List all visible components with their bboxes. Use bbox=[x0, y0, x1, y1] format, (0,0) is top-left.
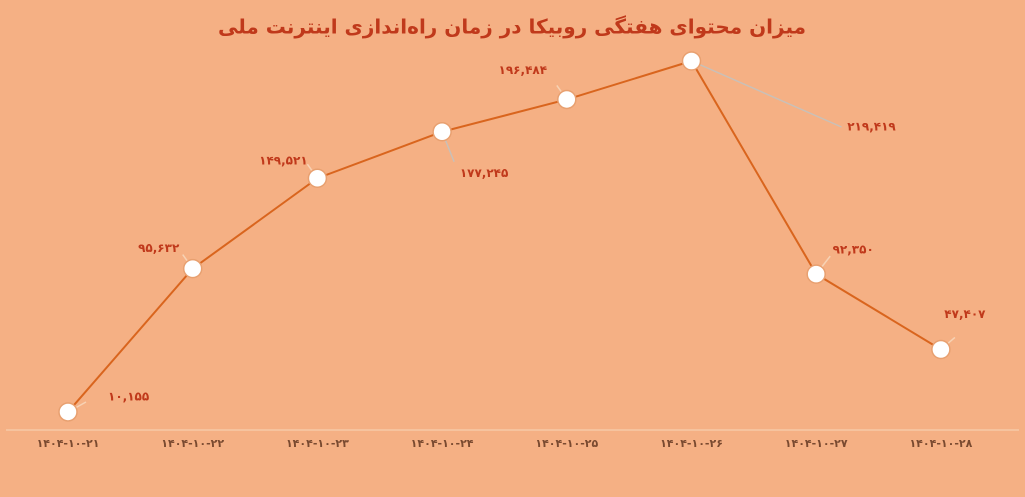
data-label: ۹۲,۳۵۰ bbox=[833, 243, 874, 257]
data-label: ۹۵,۶۳۲ bbox=[138, 241, 180, 255]
x-tick-label: ۱۴۰۴-۱۰-۲۱ bbox=[37, 437, 100, 450]
marker bbox=[307, 168, 328, 188]
leader-line bbox=[691, 60, 842, 128]
x-tick-label: ۱۴۰۴-۱۰-۲۴ bbox=[411, 437, 474, 450]
x-tick-label: ۱۴۰۴-۱۰-۲۵ bbox=[535, 437, 598, 450]
data-label: ۱۴۹,۵۲۱ bbox=[259, 154, 308, 168]
marker bbox=[182, 258, 203, 279]
data-label: ۱۹۶,۴۸۴ bbox=[499, 63, 548, 77]
marker bbox=[681, 51, 702, 71]
chart-title: میزان محتوای هفتگی روبیکا در زمان راه‌ان… bbox=[218, 15, 806, 39]
marker bbox=[58, 402, 78, 422]
marker bbox=[557, 89, 577, 110]
data-label: ۱۷۷,۲۴۵ bbox=[460, 166, 509, 180]
x-tick-label: ۱۴۰۴-۱۰-۲۲ bbox=[161, 437, 224, 450]
x-tick-label: ۱۴۰۴-۱۰-۲۷ bbox=[785, 437, 848, 450]
data-label: ۱۰,۱۵۵ bbox=[108, 389, 149, 403]
x-tick-label: ۱۴۰۴-۱۰-۲۶ bbox=[660, 437, 723, 450]
data-label: ۴۷,۴۰۷ bbox=[944, 307, 986, 321]
marker bbox=[806, 264, 826, 284]
x-tick-label: ۱۴۰۴-۱۰-۲۸ bbox=[909, 437, 972, 450]
marker bbox=[931, 339, 951, 360]
marker bbox=[432, 121, 452, 142]
line bbox=[67, 59, 942, 413]
data-label: ۲۱۹,۴۱۹ bbox=[847, 120, 896, 134]
x-tick-label: ۱۴۰۴-۱۰-۲۳ bbox=[286, 437, 349, 450]
